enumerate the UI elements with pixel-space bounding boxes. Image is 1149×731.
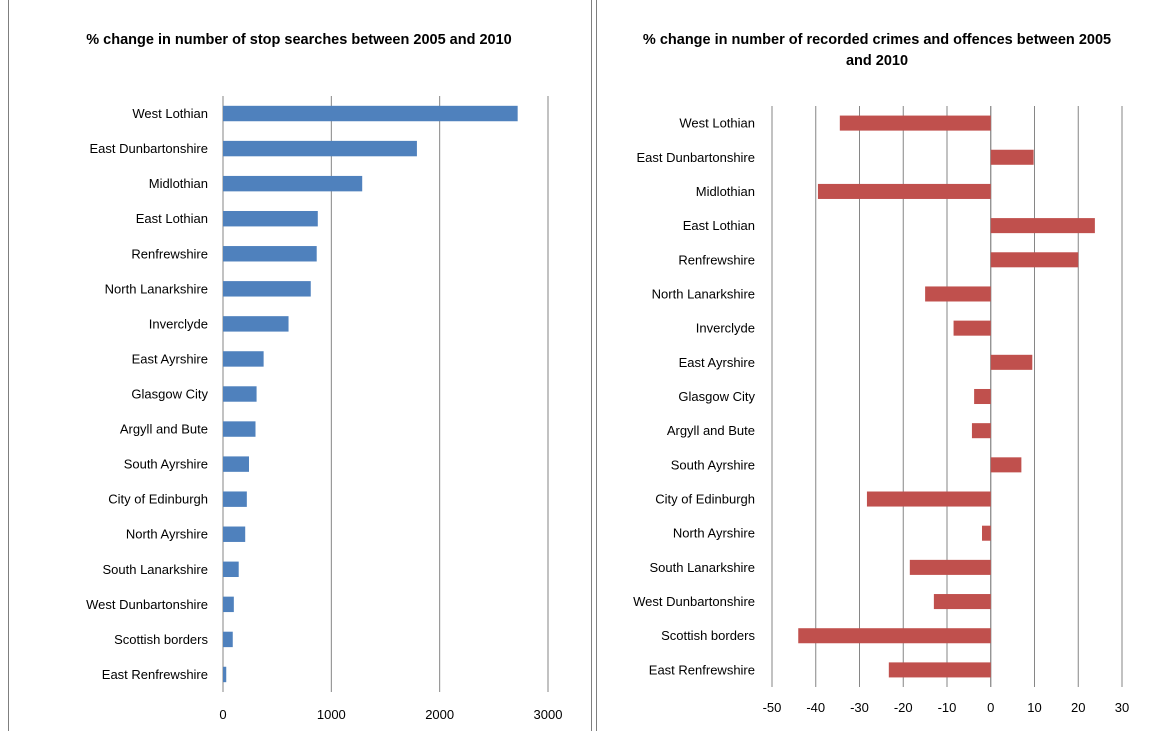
category-label: Inverclyde <box>149 316 208 331</box>
category-label: East Lothian <box>136 211 208 226</box>
category-label: Argyll and Bute <box>120 422 208 437</box>
tick-label: -20 <box>894 700 913 715</box>
tick-label: 30 <box>1115 700 1129 715</box>
bar <box>990 218 1095 234</box>
category-label: East Dunbartonshire <box>89 141 208 156</box>
tick-label: -30 <box>850 700 869 715</box>
category-label: North Lanarkshire <box>105 281 208 296</box>
category-label: North Lanarkshire <box>652 286 755 301</box>
bar <box>925 286 991 302</box>
bar <box>223 421 256 437</box>
bar <box>798 628 991 644</box>
category-label: East Ayrshire <box>132 351 208 366</box>
bar <box>953 320 991 336</box>
bar <box>223 316 289 332</box>
bar <box>223 351 264 367</box>
bar <box>839 115 991 131</box>
bar <box>990 457 1022 473</box>
bar <box>888 662 991 678</box>
tick-label: 0 <box>219 707 226 722</box>
bar <box>223 561 239 578</box>
tick-label: -50 <box>763 700 782 715</box>
category-label: Argyll and Bute <box>667 423 755 438</box>
tick-label: 20 <box>1071 700 1085 715</box>
category-label: City of Edinburgh <box>108 492 208 507</box>
category-label: West Lothian <box>132 106 208 121</box>
category-label: South Lanarkshire <box>102 562 208 577</box>
bar <box>971 423 991 439</box>
bar <box>223 210 318 227</box>
bar <box>866 491 991 507</box>
stop-searches-chart-title: % change in number of stop searches betw… <box>86 32 512 48</box>
bar <box>990 149 1034 165</box>
category-label: East Lothian <box>683 218 755 233</box>
category-label: Glasgow City <box>131 387 208 402</box>
bar <box>223 456 249 472</box>
category-label: Inverclyde <box>696 321 755 336</box>
tick-label: 1000 <box>317 707 346 722</box>
bar <box>974 388 991 405</box>
category-label: Glasgow City <box>678 389 755 404</box>
category-label: West Dunbartonshire <box>633 594 755 609</box>
category-label: East Renfrewshire <box>102 667 208 682</box>
category-label: North Ayrshire <box>126 527 208 542</box>
bar <box>223 246 317 262</box>
tick-label: -40 <box>806 700 825 715</box>
stop-searches-chart: West Lothian East Dunbartonshire Midlothia… <box>86 96 563 722</box>
bar <box>223 526 246 542</box>
category-label: Renfrewshire <box>131 246 208 261</box>
bar <box>982 525 991 541</box>
category-label: East Dunbartonshire <box>636 150 755 165</box>
recorded-crimes-chart-panel: % change in number of recorded crimes an… <box>596 0 1149 731</box>
tick-label: 0 <box>987 700 994 715</box>
category-label: Midlothian <box>696 184 755 199</box>
bar <box>223 175 363 192</box>
category-label: West Dunbartonshire <box>86 597 208 612</box>
bar <box>223 666 227 683</box>
recorded-crimes-chart: West Lothian East Dunbartonshire Midlothia… <box>633 106 1129 715</box>
category-label: West Lothian <box>679 116 755 131</box>
stop-searches-chart-panel: % change in number of stop searches betw… <box>8 0 592 731</box>
recorded-crimes-chart-title: % change in number of recorded crimes an… <box>642 32 1112 69</box>
category-label: South Lanarkshire <box>649 560 755 575</box>
bar <box>223 281 311 297</box>
category-label: South Ayrshire <box>124 457 208 472</box>
bar <box>223 140 417 157</box>
bar <box>817 183 991 199</box>
category-label: City of Edinburgh <box>655 492 755 507</box>
tick-label: -10 <box>938 700 957 715</box>
bar <box>909 559 991 575</box>
bar <box>223 491 247 507</box>
tick-label: 2000 <box>425 707 454 722</box>
bar <box>990 354 1033 370</box>
bar <box>933 594 991 610</box>
category-label: Renfrewshire <box>678 252 755 267</box>
tick-label: 3000 <box>534 707 563 722</box>
category-label: Scottish borders <box>661 628 755 643</box>
bar <box>990 252 1079 268</box>
tick-label: 10 <box>1027 700 1041 715</box>
category-label: East Ayrshire <box>679 355 755 370</box>
category-label: South Ayrshire <box>671 457 755 472</box>
bar <box>223 631 233 648</box>
bar <box>223 596 234 613</box>
bar <box>223 386 257 402</box>
category-label: Midlothian <box>149 176 208 191</box>
category-label: Scottish borders <box>114 632 208 647</box>
bar <box>223 105 518 122</box>
category-label: East Renfrewshire <box>649 662 755 677</box>
category-label: North Ayrshire <box>673 526 755 541</box>
